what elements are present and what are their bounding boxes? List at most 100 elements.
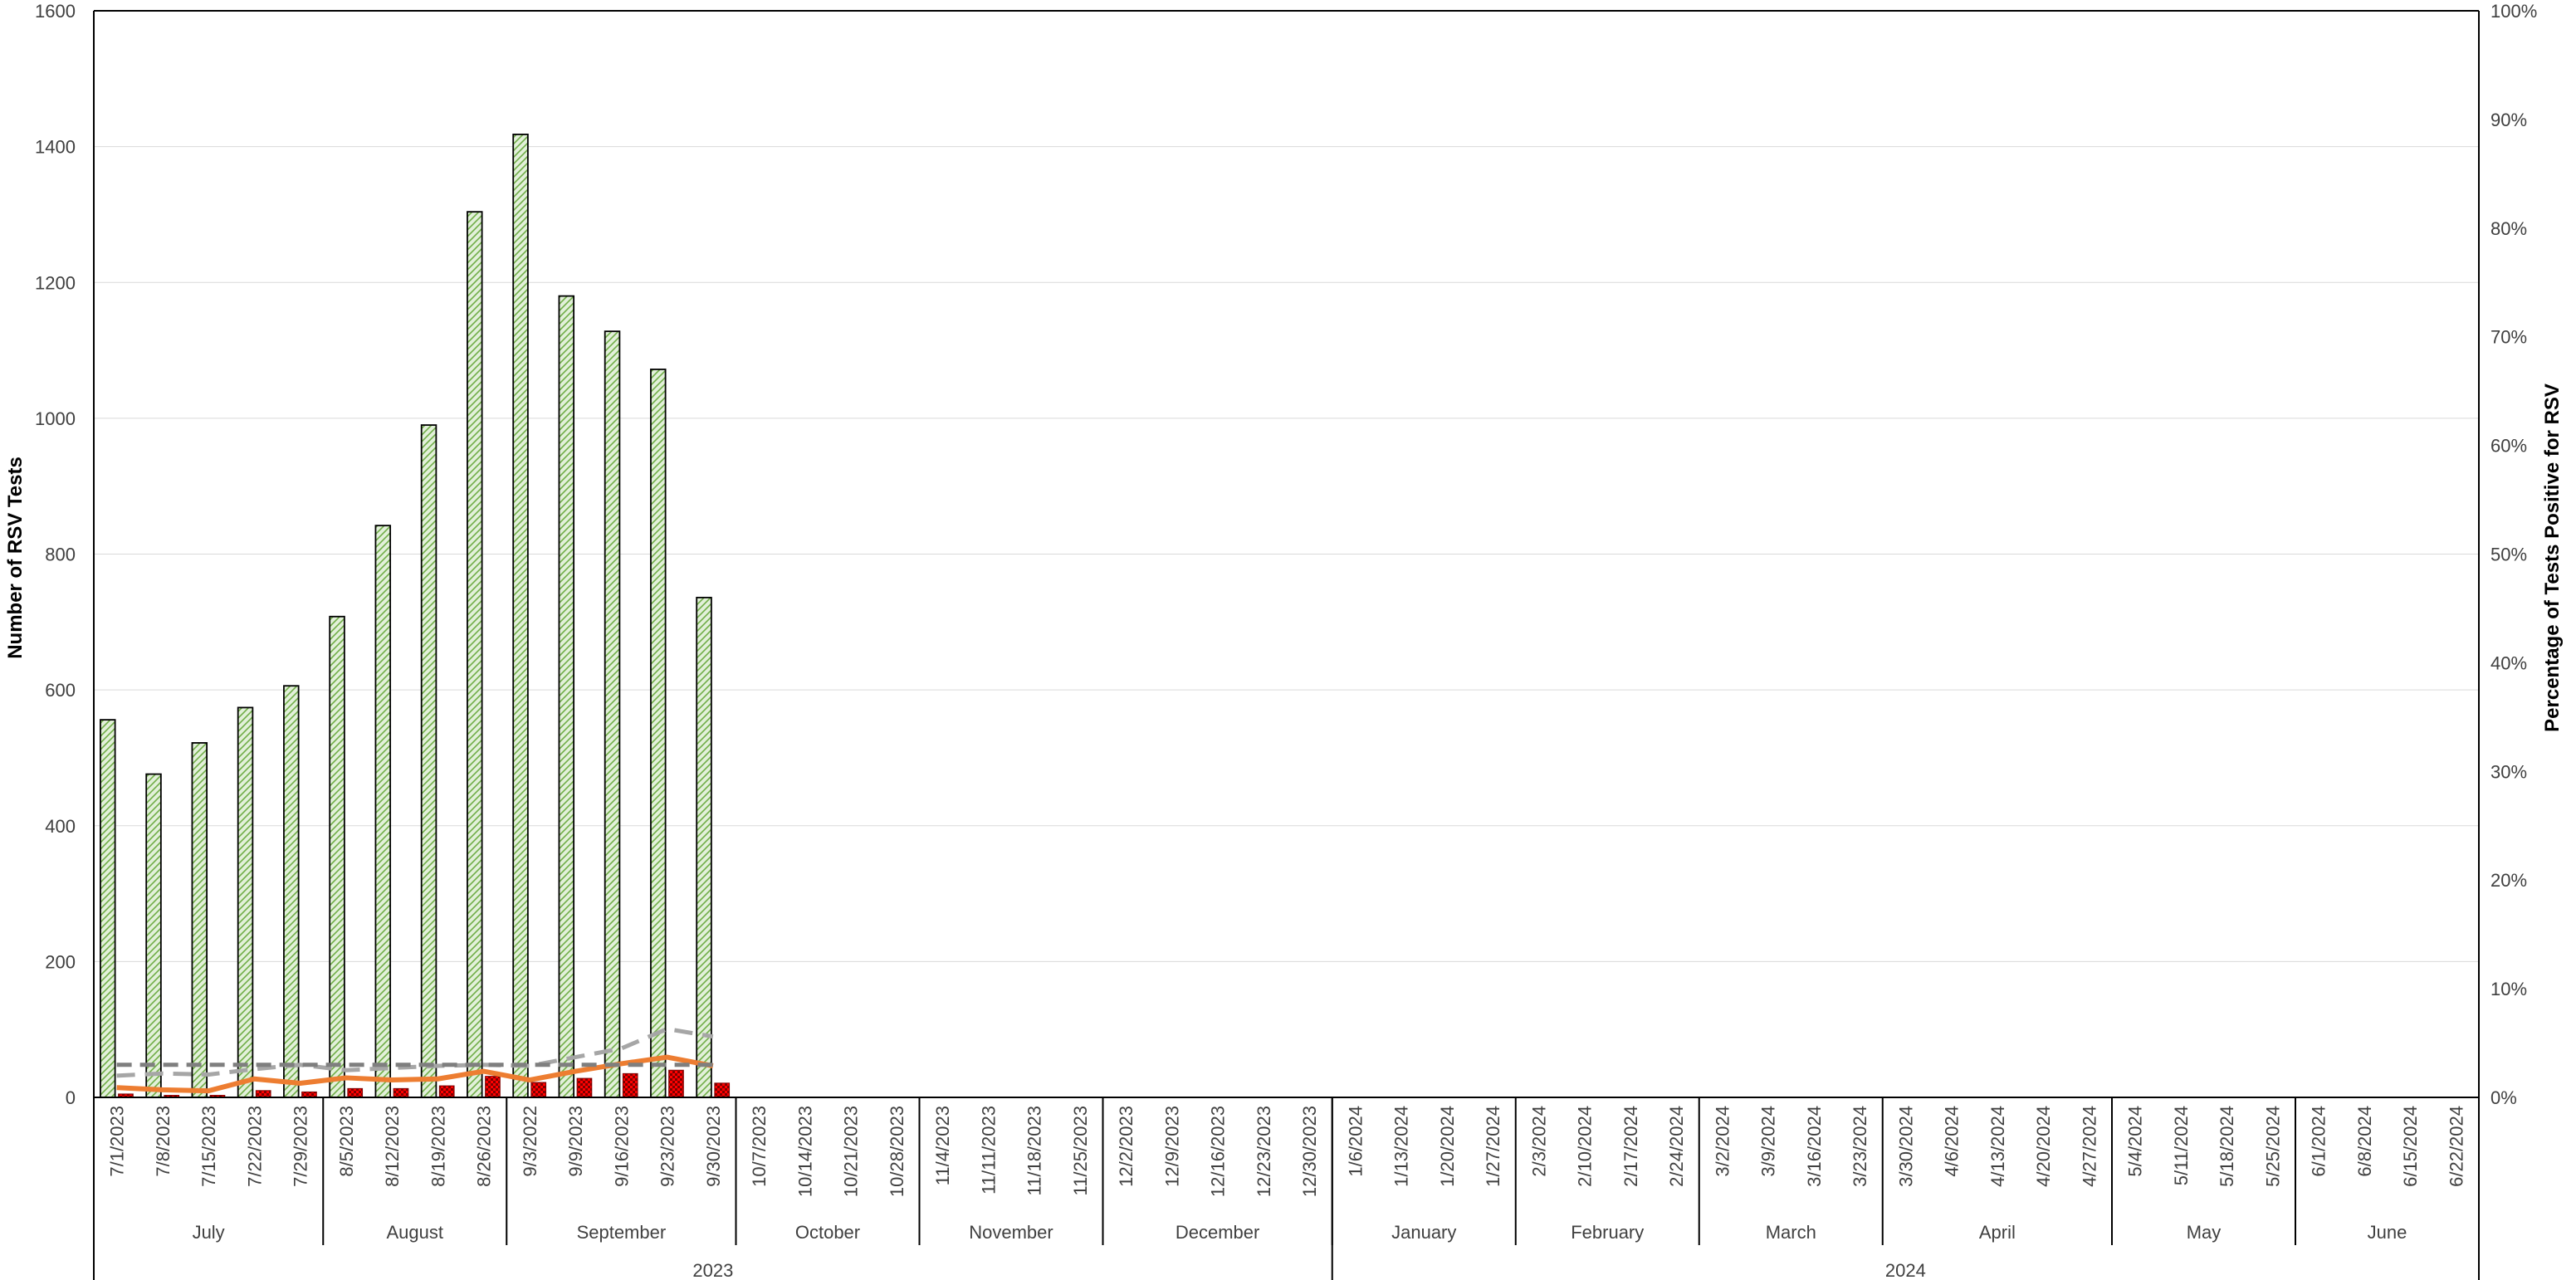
x-tick-label: 12/2/2023	[1116, 1106, 1136, 1187]
x-tick-label: 8/12/2023	[382, 1106, 403, 1187]
month-label: August	[387, 1222, 444, 1243]
bar-total-tests	[374, 525, 392, 1098]
bar-total-tests	[467, 211, 483, 1098]
x-tick-label: 12/16/2023	[1208, 1106, 1229, 1197]
x-tick-label: 7/22/2023	[244, 1106, 265, 1187]
y2-tick-label: 60%	[2490, 436, 2527, 457]
x-tick-label: 4/27/2024	[2079, 1106, 2099, 1187]
x-tick-label: 8/19/2023	[428, 1106, 448, 1187]
x-tick-label: 1/13/2024	[1391, 1106, 1412, 1187]
month-label: June	[2368, 1222, 2407, 1243]
bar-positive-tests	[347, 1087, 364, 1098]
x-tick-label: 6/1/2024	[2309, 1106, 2329, 1177]
y2-tick-label: 80%	[2490, 218, 2527, 239]
x-tick-label: 9/9/2023	[565, 1106, 586, 1177]
x-tick-label: 2/10/2024	[1575, 1106, 1596, 1187]
x-tick-label: 5/18/2024	[2217, 1106, 2237, 1187]
month-label: January	[1391, 1222, 1456, 1243]
y2-tick-label: 0%	[2490, 1087, 2517, 1108]
y-tick-label: 0	[66, 1087, 76, 1108]
x-tick-label: 5/11/2024	[2171, 1106, 2192, 1185]
bar-total-tests	[283, 685, 300, 1098]
x-tick-label: 7/15/2023	[198, 1106, 219, 1187]
y-tick-label: 1400	[35, 137, 76, 158]
x-tick-label: 3/2/2024	[1712, 1106, 1733, 1177]
bar-total-tests	[558, 295, 575, 1098]
bar-positive-tests	[485, 1076, 501, 1098]
line-series-2	[116, 1027, 714, 1078]
bar-total-tests	[100, 719, 116, 1098]
x-tick-label: 6/22/2024	[2446, 1106, 2466, 1187]
x-tick-label: 7/29/2023	[291, 1106, 311, 1187]
bar-positive-tests	[668, 1069, 684, 1098]
y2-tick-label: 100%	[2490, 1, 2537, 22]
bar-positive-tests	[393, 1087, 409, 1098]
x-tick-label: 5/25/2024	[2262, 1106, 2283, 1187]
month-label: December	[1176, 1222, 1259, 1243]
x-tick-label: 10/7/2023	[749, 1106, 770, 1187]
x-tick-label: 9/23/2023	[657, 1106, 678, 1187]
x-tick-label: 6/8/2024	[2354, 1106, 2375, 1177]
x-tick-label: 7/1/2023	[107, 1106, 128, 1177]
x-tick-label: 3/23/2024	[1850, 1106, 1870, 1187]
y-tick-label: 200	[45, 951, 76, 972]
bar-total-tests	[512, 133, 529, 1098]
month-label: April	[1979, 1222, 2016, 1243]
x-tick-label: 12/9/2023	[1161, 1106, 1182, 1187]
x-tick-label: 11/11/2023	[978, 1106, 999, 1195]
bar-total-tests	[237, 706, 254, 1098]
month-label: September	[577, 1222, 667, 1243]
month-label: October	[795, 1222, 860, 1243]
y-tick-label: 800	[45, 545, 76, 565]
y-tick-label: 600	[45, 680, 76, 701]
x-tick-label: 1/6/2024	[1345, 1106, 1366, 1177]
y-tick-label: 1600	[35, 1, 76, 22]
x-tick-label: 4/13/2024	[1987, 1106, 2008, 1187]
y-tick-label: 1000	[35, 408, 76, 429]
bar-total-tests	[145, 773, 162, 1098]
y2-tick-label: 90%	[2490, 110, 2527, 130]
y-tick-label: 1200	[35, 272, 76, 293]
bar-positive-tests	[714, 1082, 731, 1098]
x-tick-label: 4/6/2024	[1942, 1106, 1963, 1177]
y2-tick-label: 70%	[2490, 327, 2527, 348]
y2-tick-label: 10%	[2490, 979, 2527, 999]
month-label: July	[193, 1222, 225, 1243]
x-tick-label: 3/9/2024	[1758, 1106, 1779, 1177]
x-tick-label: 11/18/2023	[1024, 1106, 1045, 1195]
x-tick-label: 3/16/2024	[1804, 1106, 1825, 1187]
bar-total-tests	[604, 330, 621, 1098]
bar-positive-tests	[622, 1072, 638, 1098]
bar-total-tests	[329, 615, 345, 1098]
x-tick-label: 9/30/2023	[703, 1106, 724, 1187]
bar-total-tests	[650, 369, 667, 1098]
bar-total-tests	[191, 742, 208, 1098]
x-tick-label: 12/30/2023	[1299, 1106, 1320, 1197]
year-label: 2024	[1885, 1260, 1926, 1280]
year-label: 2023	[692, 1260, 733, 1280]
month-label: May	[2187, 1222, 2222, 1243]
y2-tick-label: 40%	[2490, 652, 2527, 673]
x-tick-label: 1/27/2024	[1483, 1106, 1503, 1187]
bar-positive-tests	[438, 1085, 455, 1098]
x-tick-label: 8/26/2023	[474, 1106, 495, 1187]
x-tick-label: 12/23/2023	[1254, 1106, 1274, 1197]
x-tick-label: 2/17/2024	[1620, 1106, 1641, 1187]
bar-positive-tests	[255, 1090, 271, 1098]
y-axis-title: Number of RSV Tests	[4, 457, 27, 659]
y2-tick-label: 20%	[2490, 870, 2527, 891]
bar-total-tests	[420, 424, 437, 1098]
bar-positive-tests	[530, 1082, 547, 1098]
month-label: February	[1571, 1222, 1644, 1243]
bar-positive-tests	[576, 1077, 593, 1098]
bar-total-tests	[696, 596, 712, 1098]
x-tick-label: 10/14/2023	[794, 1106, 815, 1197]
x-tick-label: 1/20/2024	[1437, 1106, 1458, 1187]
x-tick-label: 9/3/2022	[520, 1106, 540, 1177]
x-tick-label: 8/5/2023	[336, 1106, 357, 1177]
y2-tick-label: 50%	[2490, 545, 2527, 565]
x-tick-label: 10/28/2023	[887, 1106, 907, 1197]
x-tick-label: 10/21/2023	[841, 1106, 862, 1197]
x-tick-label: 2/24/2024	[1666, 1106, 1687, 1187]
